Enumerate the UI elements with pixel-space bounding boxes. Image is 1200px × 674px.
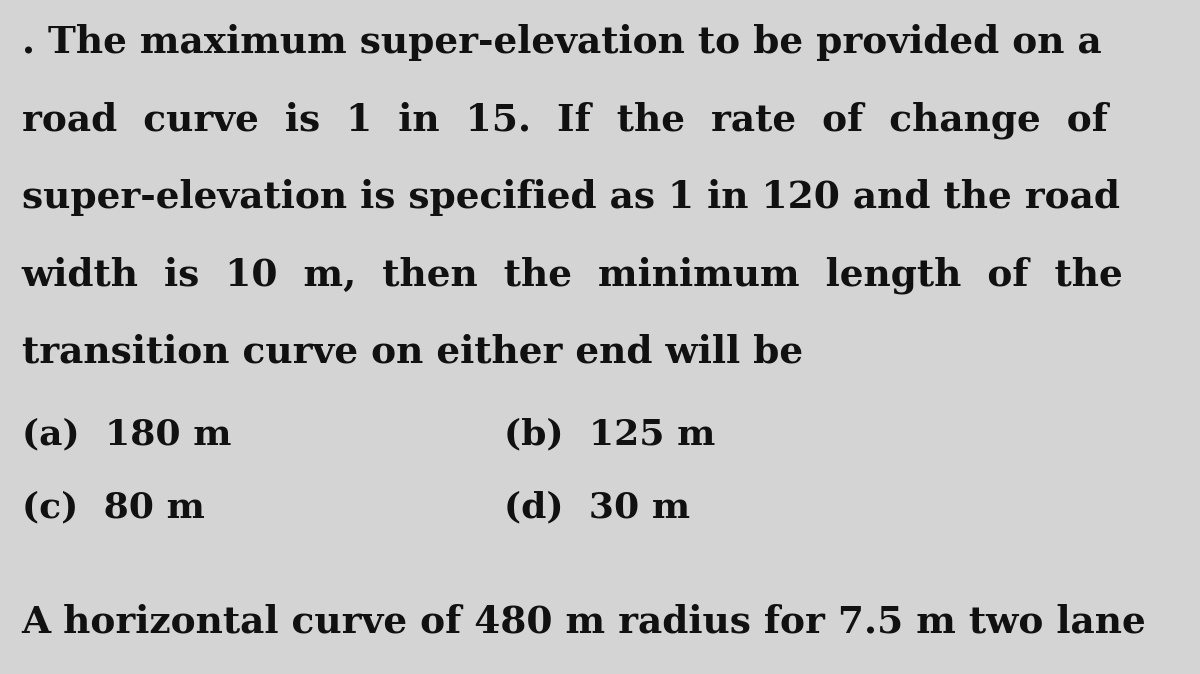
Text: width  is  10  m,  then  the  minimum  length  of  the: width is 10 m, then the minimum length o…	[22, 256, 1123, 294]
Text: (c)  80 m: (c) 80 m	[22, 491, 204, 524]
Text: road  curve  is  1  in  15.  If  the  rate  of  change  of: road curve is 1 in 15. If the rate of ch…	[22, 101, 1108, 139]
Text: . The maximum super-elevation to be provided on a: . The maximum super-elevation to be prov…	[22, 24, 1102, 61]
Text: (d)  30 m: (d) 30 m	[504, 491, 690, 524]
Text: super-elevation is specified as 1 in 120 and the road: super-elevation is specified as 1 in 120…	[22, 179, 1120, 216]
Text: (b)  125 m: (b) 125 m	[504, 418, 715, 452]
Text: transition curve on either end will be: transition curve on either end will be	[22, 334, 803, 371]
Text: (a)  180 m: (a) 180 m	[22, 418, 232, 452]
Text: A horizontal curve of 480 m radius for 7.5 m two lane: A horizontal curve of 480 m radius for 7…	[22, 604, 1146, 641]
